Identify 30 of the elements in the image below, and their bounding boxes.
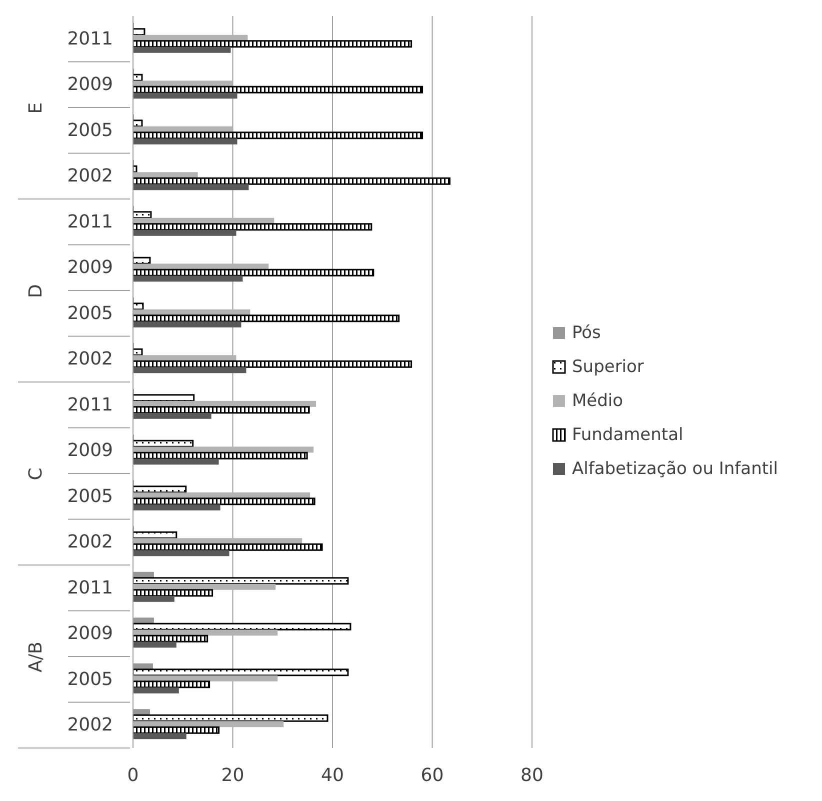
legend-label: Fundamental — [572, 424, 684, 446]
text: D — [26, 284, 46, 298]
legend-label: Pós — [572, 322, 601, 344]
legend-label: Alfabetização ou Infantil — [572, 458, 778, 480]
y-tick-label: 2011 — [67, 28, 113, 50]
y-tick-label: 2005 — [67, 668, 113, 690]
y-tick-label: 2009 — [67, 257, 113, 278]
y-tick-label: 2009 — [67, 74, 113, 96]
y-tick-label: 2002 — [67, 348, 113, 370]
legend-label: Médio — [572, 390, 624, 412]
y-tick-label: 2009 — [67, 440, 113, 462]
y-tick-label: 2005 — [67, 302, 113, 324]
y-tick-label: 2011 — [67, 394, 113, 416]
x-tick-label: 80 — [520, 764, 544, 786]
text: E — [26, 102, 46, 114]
x-tick-label: 60 — [420, 764, 444, 786]
y-tick-label: 2002 — [67, 714, 113, 736]
x-tick-label: 20 — [221, 764, 244, 786]
text: A/B — [26, 641, 46, 672]
legend-label: Superior — [572, 356, 644, 378]
y-tick-label: 2002 — [67, 166, 113, 187]
y-tick-label: 2009 — [67, 623, 113, 644]
x-tick-label: 0 — [127, 764, 139, 786]
y-tick-label: 2005 — [67, 120, 113, 141]
y-tick-label: 2011 — [67, 211, 113, 232]
x-tick-label: 40 — [321, 764, 344, 786]
y-tick-label: 2002 — [67, 532, 113, 553]
y-tick-label: 2005 — [67, 486, 113, 507]
y-tick-label: 2011 — [67, 577, 113, 598]
text: C — [26, 467, 46, 480]
